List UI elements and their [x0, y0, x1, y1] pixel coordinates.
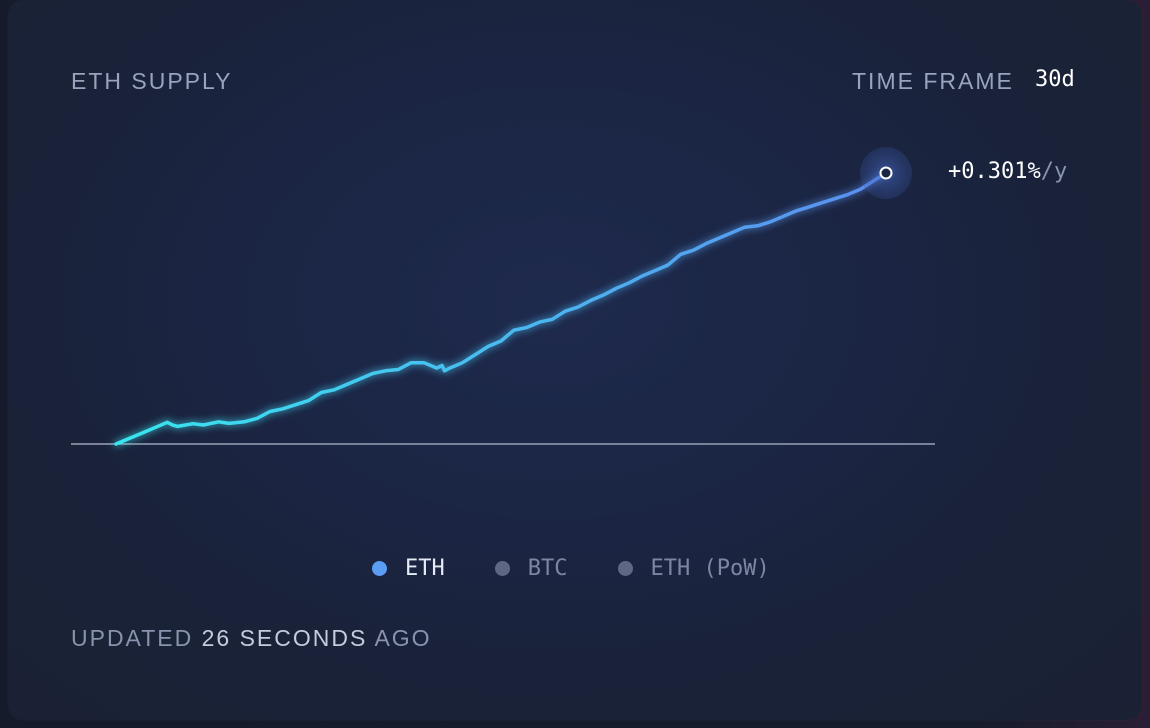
supply-card: ETH SUPPLY TIME FRAME 30d +0.301%/y ET — [8, 0, 1142, 720]
updated-suffix: AGO — [374, 625, 432, 651]
updated-prefix: UPDATED — [71, 625, 194, 651]
rate-value: +0.301% — [948, 159, 1041, 184]
updated-seconds-word: SECONDS — [239, 625, 368, 651]
legend-label-btc: BTC — [527, 555, 568, 581]
legend-item-eth[interactable]: ETH — [372, 556, 445, 581]
legend-label-eth-pow: ETH (PoW) — [650, 555, 770, 581]
rate-unit: /y — [1040, 159, 1068, 184]
chart-legend: ETH BTC ETH (PoW) — [372, 553, 770, 583]
updated-status: UPDATED 26 SECONDS AGO — [71, 625, 432, 652]
legend-dot-eth — [372, 560, 387, 576]
updated-seconds-count: 26 — [201, 625, 232, 651]
time-frame-label: TIME FRAME — [852, 68, 1014, 94]
legend-item-btc[interactable]: BTC — [494, 555, 568, 581]
legend-label-eth: ETH — [405, 555, 445, 581]
supply-chart — [71, 147, 935, 446]
legend-dot-eth-pow — [617, 560, 633, 576]
eth-series-line — [114, 171, 888, 446]
legend-item-eth-pow[interactable]: ETH (PoW) — [617, 555, 770, 581]
time-frame-button[interactable]: 30d — [1035, 67, 1075, 92]
supply-rate: +0.301%/y — [948, 159, 1067, 184]
legend-dot-btc — [494, 560, 510, 576]
card-title: ETH SUPPLY — [71, 68, 233, 94]
end-point-marker — [879, 166, 893, 180]
